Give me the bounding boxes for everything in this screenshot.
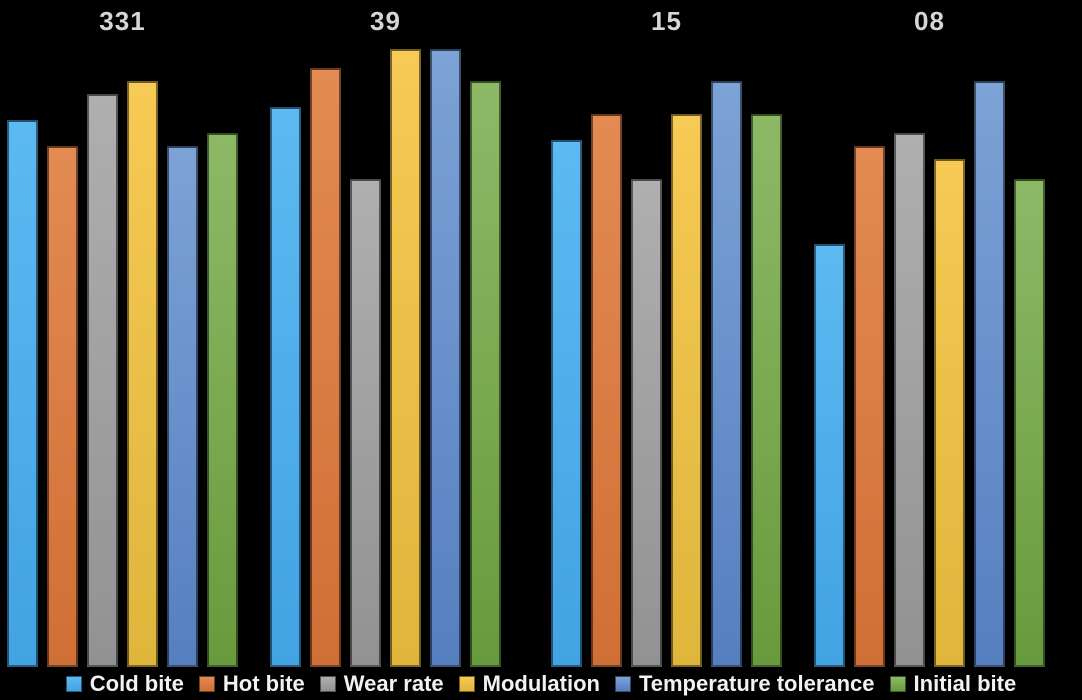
bar-modulation-15 (671, 114, 702, 667)
legend-item-modulation: Modulation (458, 670, 600, 697)
bar-initial-bite-331 (207, 133, 238, 667)
category-label-39: 39 (370, 6, 401, 36)
bar-temperature-tolerance-08 (974, 81, 1005, 667)
bar-temperature-tolerance-15 (711, 81, 742, 667)
bar-modulation-39 (390, 49, 421, 667)
bar-cold-bite-15 (551, 140, 582, 667)
legend-label-initial-bite: Initial bite (913, 670, 1017, 696)
legend-swatch-hot-bite (198, 675, 215, 692)
category-label-15: 15 (651, 6, 682, 36)
legend-item-wear-rate: Wear rate (319, 670, 444, 697)
legend-label-cold-bite: Cold bite (89, 670, 184, 696)
legend-label-hot-bite: Hot bite (222, 670, 305, 696)
bar-modulation-08 (934, 159, 965, 667)
category-label-331: 331 (99, 6, 146, 36)
bar-hot-bite-15 (591, 114, 622, 667)
bar-hot-bite-39 (310, 68, 341, 667)
bar-cold-bite-39 (270, 107, 301, 667)
legend-label-wear-rate: Wear rate (343, 670, 444, 696)
bar-modulation-331 (127, 81, 158, 667)
bar-cold-bite-08 (814, 244, 845, 667)
legend-swatch-wear-rate (319, 675, 336, 692)
bar-hot-bite-331 (47, 146, 78, 667)
legend-swatch-cold-bite (65, 675, 82, 692)
legend-item-initial-bite: Initial bite (889, 670, 1017, 697)
bar-wear-rate-39 (350, 179, 381, 667)
legend-item-hot-bite: Hot bite (198, 670, 305, 697)
bar-cold-bite-331 (7, 120, 38, 667)
legend-swatch-initial-bite (889, 675, 906, 692)
bar-initial-bite-15 (751, 114, 782, 667)
legend-swatch-temperature-tolerance (614, 675, 631, 692)
legend-item-temperature-tolerance: Temperature tolerance (614, 670, 875, 697)
bar-wear-rate-08 (894, 133, 925, 667)
bar-wear-rate-15 (631, 179, 662, 667)
bar-hot-bite-08 (854, 146, 885, 667)
bar-initial-bite-08 (1014, 179, 1045, 667)
legend-label-modulation: Modulation (482, 670, 600, 696)
bar-wear-rate-331 (87, 94, 118, 667)
legend-swatch-modulation (458, 675, 475, 692)
bar-temperature-tolerance-331 (167, 146, 198, 667)
chart-legend: Cold bite Hot bite Wear rate Modulation Temp… (0, 667, 1082, 700)
legend-item-cold-bite: Cold bite (65, 670, 184, 697)
category-label-08: 08 (914, 6, 945, 36)
legend-label-temperature-tolerance: Temperature tolerance (638, 670, 875, 696)
bar-initial-bite-39 (470, 81, 501, 667)
bar-temperature-tolerance-39 (430, 49, 461, 667)
